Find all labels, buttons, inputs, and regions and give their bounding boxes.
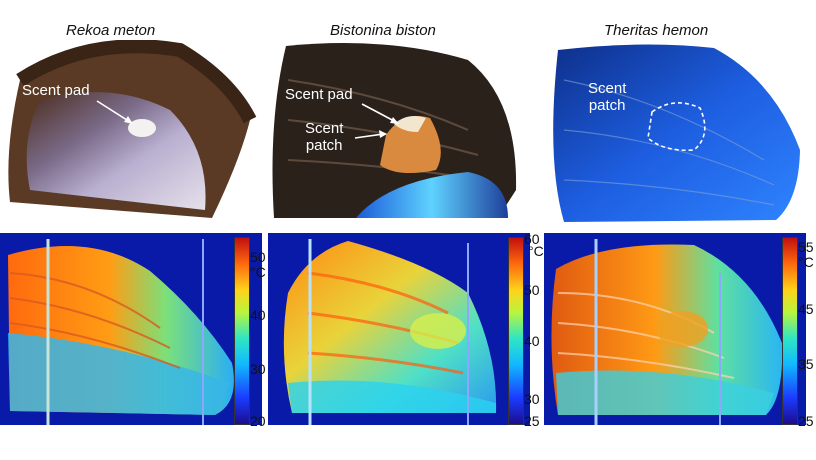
species-title-theritas: Theritas hemon (604, 22, 709, 39)
colorbar-unit: °C (250, 264, 266, 280)
wing-photo-rekoa (0, 40, 260, 230)
label-scent-patch-bistonina: Scent patch (305, 120, 344, 154)
tick-label: 30 (250, 361, 266, 377)
label-scent-patch-theritas: Scent patch (588, 80, 627, 114)
tick-label: 40 (524, 333, 540, 349)
thermal-image-theritas (544, 233, 806, 425)
label-scent-pad-rekoa: Scent pad (22, 82, 90, 99)
tick-label: 35 (798, 356, 814, 372)
colorbar-rekoa (234, 237, 250, 425)
tick-label: 60 (524, 231, 540, 247)
thermal-image-bistonina (268, 233, 530, 425)
thermal-image-rekoa (0, 233, 262, 425)
colorbar-bistonina (508, 237, 524, 425)
label-scent-pad-bistonina: Scent pad (285, 86, 353, 103)
wing-photo-theritas (544, 40, 804, 230)
colorbar-unit: °C (528, 243, 544, 259)
tick-label: 55 (798, 239, 814, 255)
tick-label: 50 (250, 249, 266, 265)
tick-label: 50 (524, 282, 540, 298)
colorbar-unit: °C (798, 254, 814, 270)
tick-label: 30 (524, 391, 540, 407)
species-title-bistonina: Bistonina biston (330, 22, 436, 39)
colorbar-theritas (782, 237, 798, 425)
tick-label: 20 (250, 413, 266, 429)
tick-label: 25 (524, 413, 540, 429)
wing-photo-bistonina (268, 40, 528, 230)
tick-label: 40 (250, 307, 266, 323)
tick-label: 45 (798, 301, 814, 317)
species-title-rekoa: Rekoa meton (66, 22, 156, 39)
tick-label: 25 (798, 413, 814, 429)
